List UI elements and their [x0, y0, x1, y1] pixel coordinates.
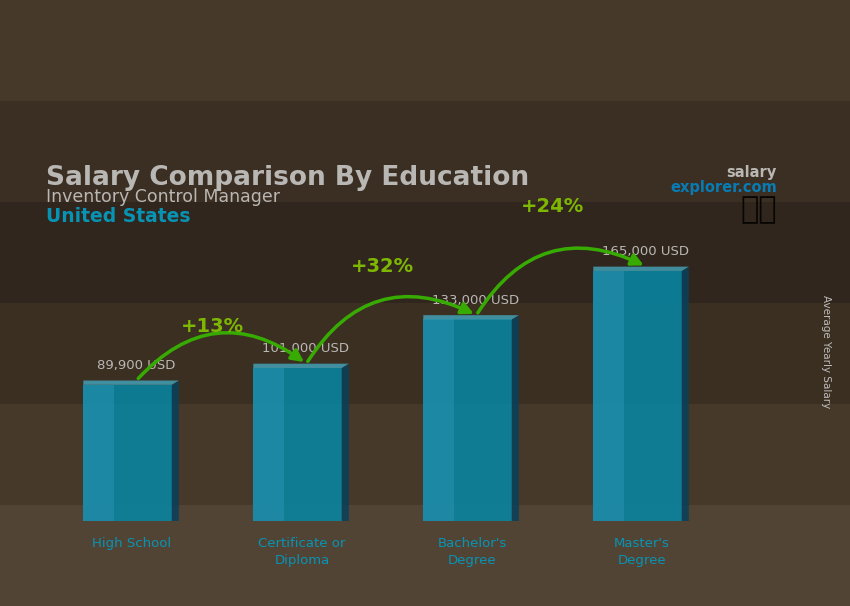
Polygon shape	[512, 316, 518, 521]
Text: explorer.com: explorer.com	[670, 180, 777, 195]
Bar	[253, 368, 342, 521]
Bar	[593, 271, 624, 521]
Text: +13%: +13%	[181, 318, 245, 336]
Polygon shape	[593, 267, 688, 271]
Text: salary: salary	[727, 165, 777, 181]
Text: Master's
Degree: Master's Degree	[614, 537, 670, 567]
Bar	[83, 385, 172, 521]
Text: 89,900 USD: 89,900 USD	[97, 359, 175, 372]
Text: 🇺🇸: 🇺🇸	[740, 196, 777, 225]
Polygon shape	[682, 267, 688, 521]
Bar	[83, 385, 114, 521]
Text: Certificate or
Diploma: Certificate or Diploma	[258, 537, 346, 567]
Text: 133,000 USD: 133,000 USD	[433, 293, 519, 307]
Text: Salary Comparison By Education: Salary Comparison By Education	[46, 165, 529, 191]
Text: 165,000 USD: 165,000 USD	[603, 245, 689, 258]
Bar	[423, 319, 454, 521]
Text: +24%: +24%	[521, 197, 585, 216]
Bar	[253, 368, 284, 521]
Bar	[423, 319, 512, 521]
Polygon shape	[423, 315, 518, 319]
Text: Inventory Control Manager: Inventory Control Manager	[46, 188, 280, 207]
Text: +32%: +32%	[351, 258, 415, 276]
Text: High School: High School	[93, 537, 172, 550]
Text: Average Yearly Salary: Average Yearly Salary	[821, 295, 831, 408]
Text: 101,000 USD: 101,000 USD	[263, 342, 349, 355]
Polygon shape	[342, 364, 348, 521]
Bar	[593, 271, 682, 521]
Polygon shape	[83, 381, 178, 385]
Polygon shape	[172, 381, 178, 521]
Text: Bachelor's
Degree: Bachelor's Degree	[437, 537, 507, 567]
Polygon shape	[253, 364, 348, 368]
Text: United States: United States	[46, 207, 190, 226]
